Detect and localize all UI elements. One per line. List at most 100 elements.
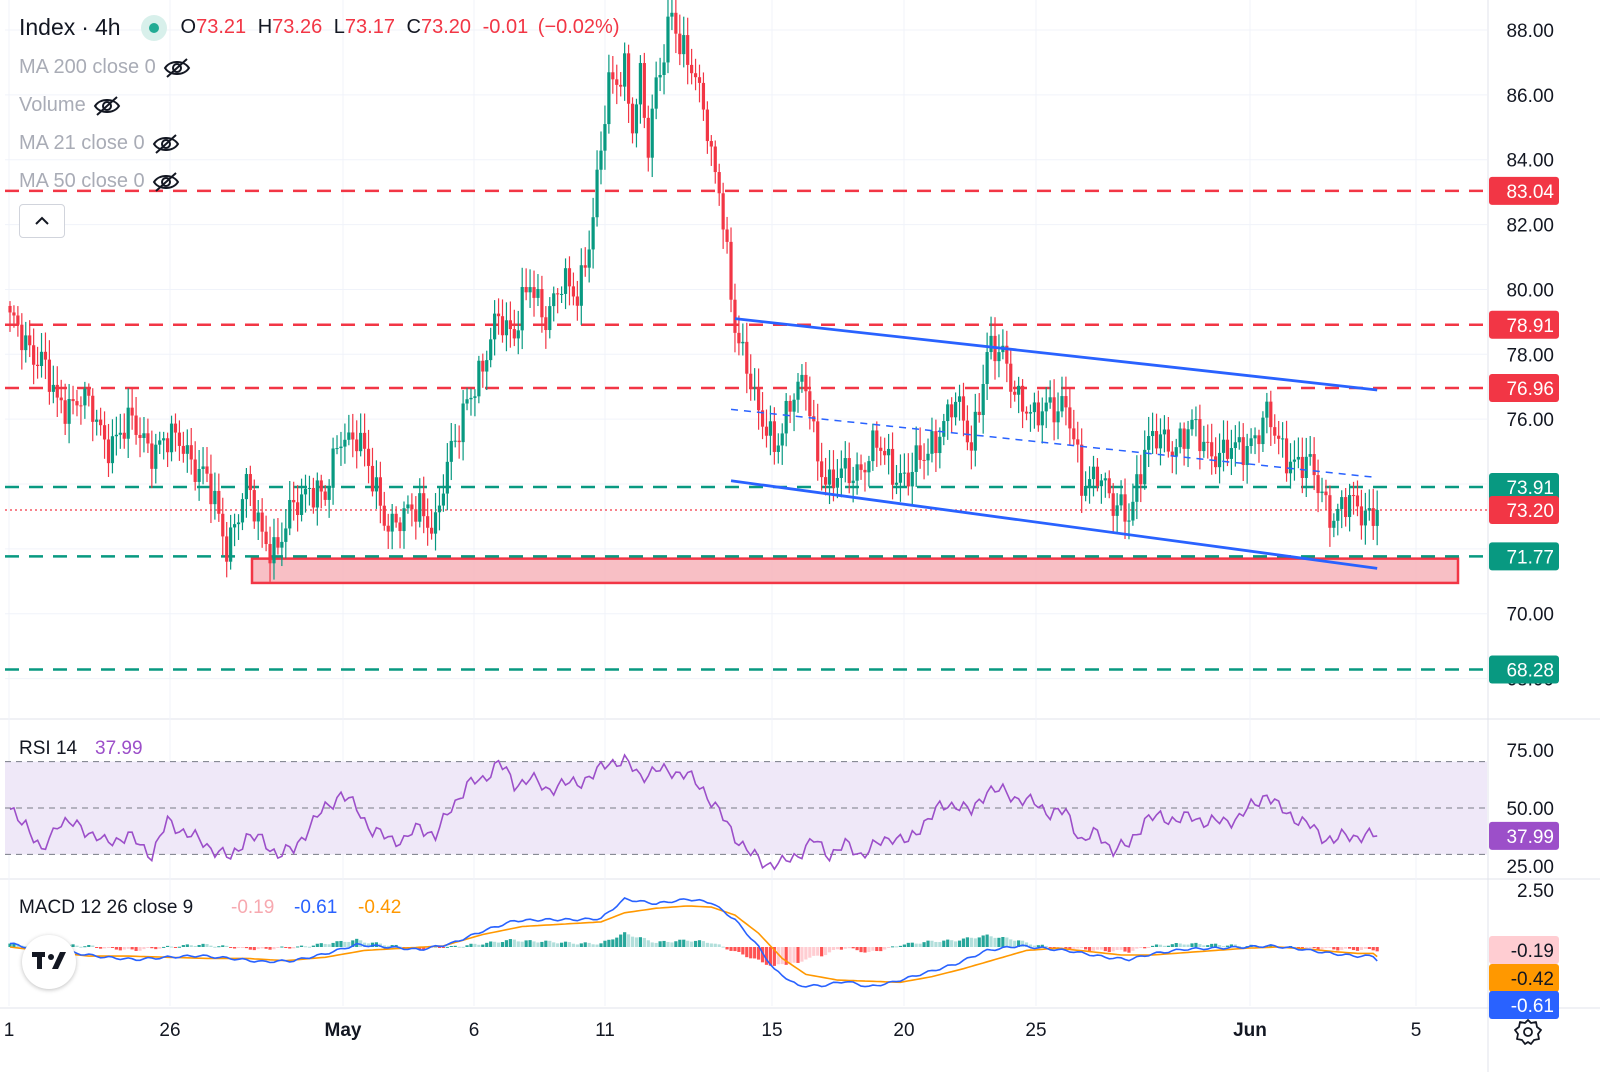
macd-hist-bar — [607, 939, 611, 947]
macd-hist-bar — [197, 944, 201, 947]
candle — [579, 248, 583, 325]
macd-hist-bar — [1312, 947, 1316, 949]
candle — [1320, 477, 1324, 503]
candle — [477, 355, 481, 404]
candle-body — [693, 73, 698, 78]
macd-hist-bar — [890, 946, 895, 948]
candle — [67, 384, 71, 444]
candle-body — [55, 384, 59, 398]
macd-hist-bar — [595, 944, 599, 947]
eye-off-icon[interactable] — [151, 171, 181, 193]
macd-hist-bar — [753, 947, 757, 959]
candle-body — [256, 512, 260, 522]
collapse-legend-button[interactable] — [19, 204, 65, 238]
candle — [173, 413, 178, 452]
symbol-header: Index · 4h O73.21 H73.26 L73.17 C73.20 -… — [19, 14, 620, 41]
macd-hist-bar — [520, 941, 524, 947]
candle-body — [855, 464, 859, 481]
candle-body — [1375, 509, 1379, 526]
eye-off-icon[interactable] — [92, 95, 122, 117]
eye-off-icon[interactable] — [162, 57, 192, 79]
candle — [1139, 454, 1143, 503]
candle — [1241, 423, 1245, 481]
candle — [122, 413, 126, 449]
candle-body — [713, 146, 717, 173]
price-badge-label: 76.96 — [1506, 379, 1554, 400]
gear-icon[interactable] — [1514, 1018, 1542, 1046]
candle-body — [1257, 435, 1261, 445]
candle — [260, 498, 264, 548]
candle — [1135, 455, 1139, 520]
macd-hist-bar — [591, 944, 595, 947]
candle-body — [394, 513, 398, 523]
macd-hist-bar — [745, 947, 749, 958]
macd-hist-bar — [12, 942, 16, 947]
candle — [303, 474, 308, 513]
candle — [154, 433, 158, 484]
candle — [599, 131, 603, 185]
candle — [162, 431, 166, 460]
indicator-label: MA 200 close 0 — [19, 56, 156, 78]
candle-body — [296, 502, 300, 515]
price-badge — [1489, 176, 1559, 205]
indicator-row-volume[interactable]: Volume — [19, 94, 122, 117]
macd-hist-bar — [229, 947, 233, 948]
candle-body — [410, 504, 414, 510]
candle-body — [969, 442, 973, 451]
candle — [981, 364, 985, 434]
indicator-row-ma200[interactable]: MA 200 close 0 — [19, 56, 192, 79]
candle — [95, 409, 99, 436]
macd-hist-bar — [540, 941, 544, 947]
candle — [382, 491, 386, 531]
candle-body — [441, 493, 445, 506]
candle — [560, 286, 564, 304]
candle — [788, 395, 792, 424]
candle-body — [185, 445, 189, 454]
candle-body — [347, 432, 351, 440]
interval-label[interactable]: 4h — [94, 14, 121, 40]
macd-hist-bar — [516, 941, 520, 947]
eye-off-icon[interactable] — [151, 133, 181, 155]
candle-body — [820, 461, 824, 478]
candle — [567, 256, 572, 306]
candle-body — [485, 360, 489, 372]
macd-hist-bar — [847, 947, 851, 949]
candle-body — [780, 433, 784, 446]
macd-hist-bar — [1221, 946, 1226, 948]
macd-hist-bar — [1182, 944, 1186, 947]
candle-body — [343, 439, 347, 447]
candle — [859, 454, 863, 480]
candle — [1005, 330, 1009, 383]
macd-hist-bar — [1225, 945, 1230, 947]
macd-hist-bar — [942, 940, 946, 947]
macd-hist-bar — [965, 937, 970, 947]
macd-hist-bar — [863, 947, 867, 953]
candle — [1076, 421, 1080, 463]
candle-body — [843, 458, 847, 469]
candle-body — [662, 62, 666, 75]
macd-hist-bar — [1186, 944, 1190, 947]
indicator-row-ma21[interactable]: MA 21 close 0 — [19, 132, 181, 155]
indicator-row-ma50[interactable]: MA 50 close 0 — [19, 170, 181, 193]
rsi-title: RSI 14 — [19, 738, 78, 759]
candle — [1084, 471, 1088, 502]
candle — [820, 442, 824, 491]
candle-body — [75, 401, 79, 406]
macd-hist-bar — [217, 946, 221, 948]
candle-body — [166, 438, 170, 453]
macd-hist-bar — [1143, 947, 1147, 949]
candle — [307, 475, 312, 506]
macd-hist-bar — [626, 934, 631, 947]
macd-hist-bar — [382, 945, 386, 947]
macd-hist-bar — [914, 943, 918, 947]
candle-body — [717, 172, 721, 194]
candle — [91, 388, 95, 442]
macd-hist-bar — [504, 940, 509, 947]
candle-body — [760, 410, 765, 427]
tradingview-logo[interactable] — [22, 935, 76, 989]
candle — [796, 373, 800, 413]
symbol-name[interactable]: Index — [19, 14, 76, 40]
candle-body — [87, 388, 91, 396]
channel-trendline — [734, 317, 1378, 392]
